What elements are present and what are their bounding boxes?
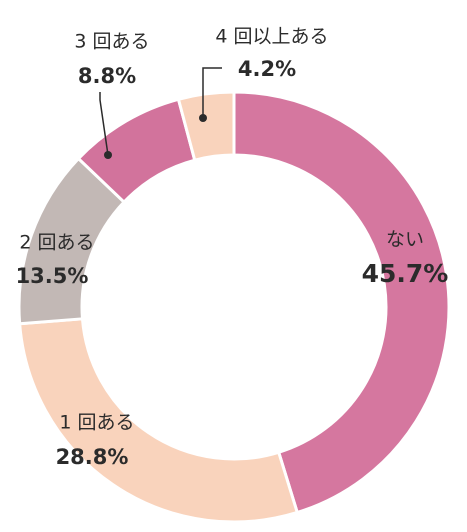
value-label: 45.7% (362, 259, 449, 288)
value-label: 8.8% (78, 64, 136, 88)
value-label: 4.2% (238, 57, 296, 81)
leader-dot (104, 151, 112, 159)
slices (17, 90, 451, 524)
category-label: 4 回以上ある (215, 26, 328, 48)
leader-dot (199, 114, 207, 122)
donut-slice (176, 90, 236, 162)
leader-line (202, 67, 222, 118)
category-label: ない (386, 229, 424, 251)
category-label: 1 回ある (59, 412, 134, 434)
donut-slice (18, 317, 300, 524)
category-label: 3 回ある (74, 31, 149, 53)
value-label: 28.8% (56, 445, 129, 469)
category-label: 2 回ある (19, 232, 94, 254)
value-label: 13.5% (16, 264, 89, 288)
leader-line (99, 92, 109, 156)
donut-slice (232, 90, 451, 515)
